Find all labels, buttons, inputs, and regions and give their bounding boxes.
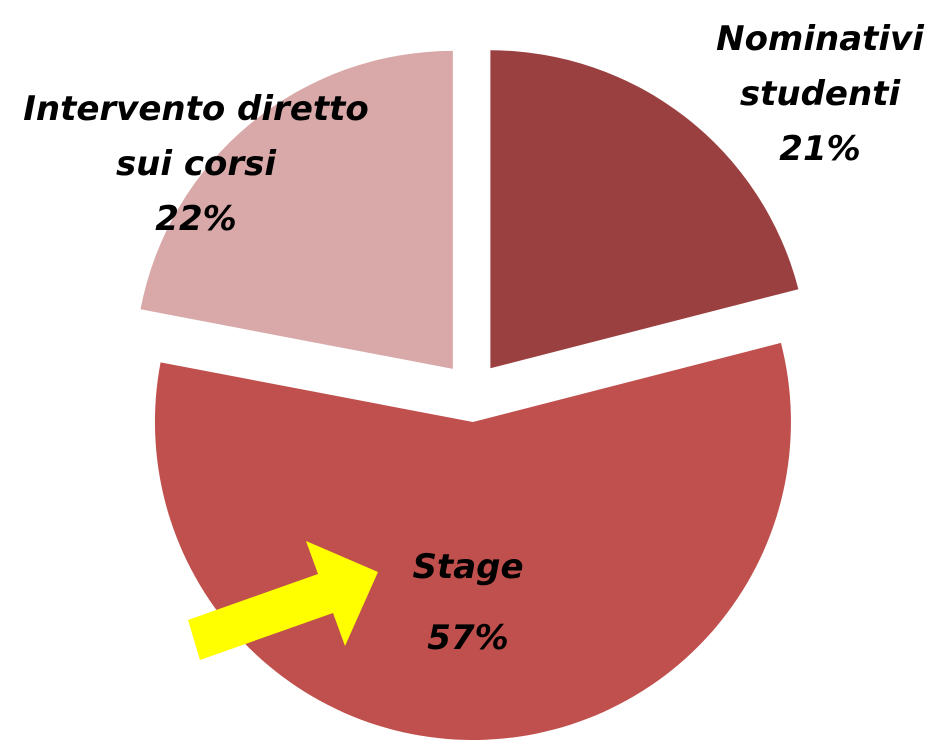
category-label: Stage: [412, 547, 524, 587]
value-label: 21%: [779, 129, 861, 169]
slice-label: Nominativi studenti 21%: [695, 12, 940, 177]
slice-label: Intervento diretto sui corsi 22%: [6, 82, 386, 247]
category-label: Intervento diretto sui corsi: [23, 89, 369, 184]
pie-slice: [490, 50, 799, 369]
slices: [140, 50, 799, 740]
pie-slice: [140, 50, 453, 369]
category-label: Nominativi studenti: [716, 19, 924, 114]
value-label: 22%: [155, 199, 237, 239]
pie-slice: [154, 342, 791, 740]
value-label: 57%: [427, 618, 509, 658]
arrow: [188, 541, 378, 660]
slice-label: Stage 57%: [318, 540, 618, 666]
